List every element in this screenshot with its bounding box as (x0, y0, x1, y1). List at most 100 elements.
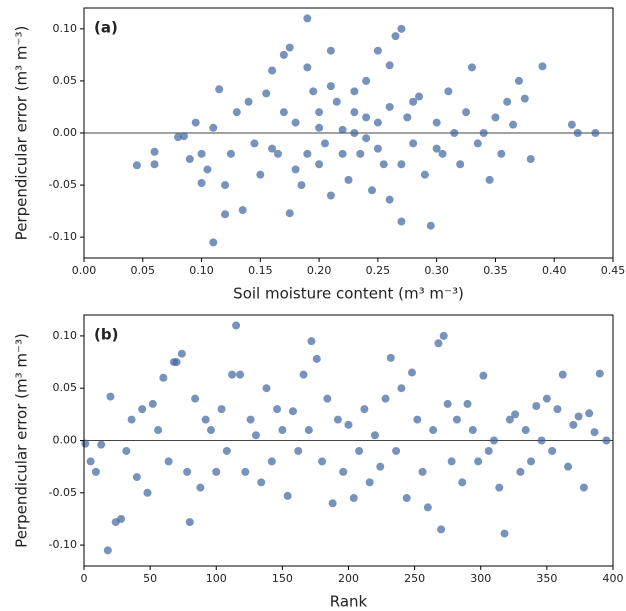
y-tick-label: 0.00 (53, 126, 78, 139)
point (288, 407, 297, 416)
point (344, 175, 353, 184)
point (238, 206, 247, 215)
point (360, 405, 369, 414)
point (328, 499, 337, 508)
point (397, 160, 406, 169)
x-tick-label: 100 (206, 572, 227, 585)
point (392, 446, 401, 455)
point (491, 113, 500, 122)
point (86, 457, 95, 466)
point (590, 428, 599, 437)
point (185, 155, 194, 164)
point (350, 108, 359, 117)
point (203, 165, 212, 174)
point (206, 426, 215, 435)
point (197, 179, 206, 187)
point (362, 134, 371, 143)
y-tick-label: -0.10 (49, 230, 77, 243)
y-tick-label: -0.05 (49, 486, 77, 499)
point (285, 43, 294, 52)
point (350, 129, 359, 137)
y-axis-label: Perpendicular error (m³ m⁻³) (13, 26, 31, 241)
point (385, 195, 394, 204)
point (191, 118, 200, 127)
point (273, 405, 282, 414)
panel-label: (a) (94, 19, 118, 37)
point (244, 97, 253, 106)
point (209, 123, 218, 132)
point (226, 149, 235, 158)
point (526, 155, 535, 164)
point (349, 494, 358, 503)
point (103, 546, 112, 555)
point (514, 76, 523, 85)
point (415, 92, 424, 101)
point (516, 467, 525, 476)
x-tick-label: 350 (536, 572, 557, 585)
point (215, 85, 224, 94)
point (463, 399, 472, 408)
point (97, 440, 106, 449)
point (333, 415, 342, 424)
y-tick-label: 0.10 (53, 329, 78, 342)
point (537, 436, 546, 445)
point (495, 483, 504, 492)
point (511, 410, 520, 419)
point (91, 467, 100, 476)
point (473, 139, 482, 148)
x-tick-label: 0.35 (483, 264, 508, 277)
point (138, 405, 147, 414)
y-tick-label: 0.05 (53, 381, 78, 394)
point (246, 415, 255, 424)
point (222, 446, 231, 455)
point (106, 392, 115, 401)
point (569, 420, 578, 429)
point (418, 467, 427, 476)
point (558, 370, 567, 379)
point (376, 462, 385, 471)
point (497, 149, 506, 158)
point (315, 123, 324, 132)
point (191, 394, 200, 403)
y-tick-label: 0.10 (53, 22, 78, 35)
point (432, 118, 441, 127)
x-tick-label: 0.10 (189, 264, 214, 277)
point (468, 426, 477, 435)
point (241, 467, 250, 476)
point (362, 113, 371, 122)
point (385, 61, 394, 70)
y-tick-label: 0.00 (53, 434, 78, 447)
point (338, 125, 347, 134)
x-tick-label: 0.05 (131, 264, 156, 277)
point (474, 457, 483, 466)
x-tick-label: 0.40 (542, 264, 567, 277)
x-tick-label: 250 (404, 572, 425, 585)
point (467, 63, 476, 72)
point (283, 491, 292, 500)
point (164, 457, 173, 466)
point (307, 337, 316, 346)
point (368, 186, 377, 195)
point (403, 113, 412, 122)
point (127, 415, 136, 424)
point (278, 426, 287, 435)
point (303, 149, 312, 158)
point (304, 426, 313, 435)
point (426, 221, 435, 230)
point (479, 129, 488, 137)
point (509, 120, 518, 129)
point (150, 160, 159, 169)
point (285, 209, 294, 218)
point (521, 426, 530, 435)
point (379, 160, 388, 169)
point (458, 478, 467, 487)
point (294, 446, 303, 455)
point (439, 331, 448, 340)
point (602, 436, 611, 445)
point (447, 457, 456, 466)
point (553, 405, 562, 414)
point (262, 89, 271, 98)
point (437, 525, 446, 534)
x-tick-label: 0 (81, 572, 88, 585)
